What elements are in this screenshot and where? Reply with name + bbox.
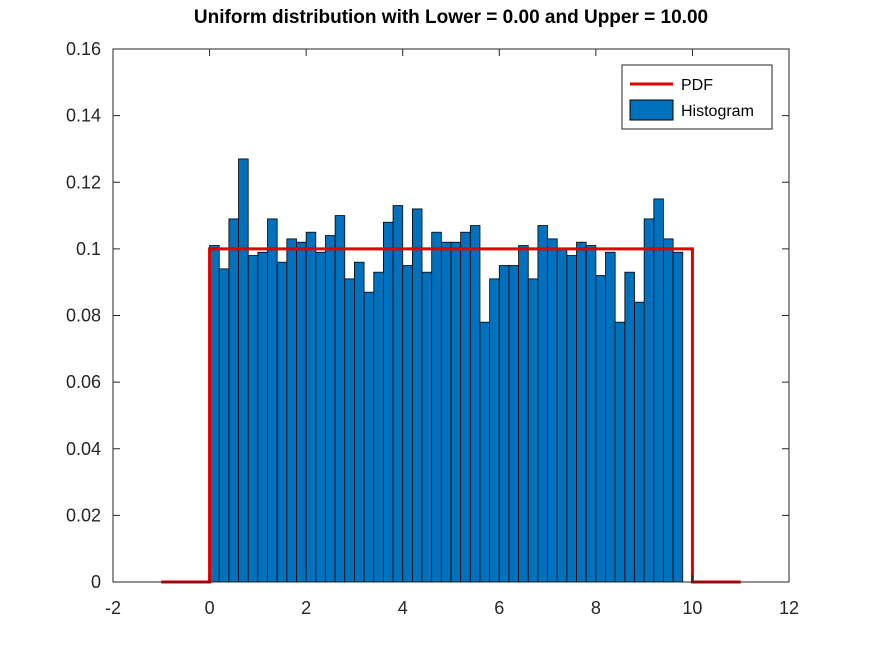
x-tick-label: 10: [682, 598, 702, 618]
histogram-bar: [634, 301, 645, 583]
y-tick-label: 0.08: [66, 306, 101, 326]
histogram-bar: [267, 218, 278, 583]
histogram-bar: [440, 241, 452, 583]
x-tick-label: 6: [494, 598, 504, 618]
histogram-bar: [498, 265, 510, 583]
x-tick-label: 12: [779, 598, 799, 618]
x-tick-label: -2: [105, 598, 121, 618]
histogram-bar: [354, 261, 365, 583]
y-tick-label: 0.16: [66, 39, 101, 59]
legend-histogram-label: Histogram: [681, 103, 754, 120]
histogram-bar: [296, 241, 307, 583]
y-tick-label: 0.06: [66, 372, 101, 392]
histogram-bar: [576, 241, 587, 583]
y-tick-label: 0.02: [66, 505, 101, 525]
histogram-bar: [527, 278, 539, 583]
histogram-bar: [228, 218, 239, 583]
histogram-bar: [315, 251, 326, 583]
histogram-bar: [276, 261, 288, 583]
histogram-bars: [209, 158, 684, 583]
x-tick-label: 2: [301, 598, 311, 618]
histogram-bar: [392, 205, 404, 583]
x-tick-label: 8: [591, 598, 601, 618]
histogram-bar: [643, 218, 655, 583]
histogram-bar: [672, 251, 684, 583]
histogram-bar: [305, 231, 317, 583]
histogram-bar: [663, 238, 674, 583]
x-tick-label: 4: [398, 598, 408, 618]
histogram-bar: [537, 225, 548, 583]
histogram-bar: [614, 321, 626, 583]
chart-title: Uniform distribution with Lower = 0.00 a…: [194, 7, 708, 28]
histogram-bar: [382, 221, 394, 583]
histogram-bar: [547, 238, 558, 583]
histogram-bar: [431, 231, 442, 583]
histogram-bar: [653, 198, 664, 583]
histogram-bar: [450, 241, 462, 583]
y-tick-label: 0.04: [66, 439, 101, 459]
histogram-bar: [325, 235, 336, 583]
histogram-bar: [518, 245, 529, 583]
histogram-bar: [469, 225, 481, 583]
histogram-bar: [508, 265, 520, 583]
y-tick-label: 0.14: [66, 106, 101, 126]
histogram-bar: [373, 271, 384, 583]
histogram-bar: [402, 265, 413, 583]
x-axis: -2 0 2 4 6 8 10 12: [105, 49, 799, 618]
legend: PDF Histogram: [621, 64, 773, 130]
histogram-bar: [286, 238, 297, 583]
histogram-bar: [489, 278, 500, 583]
histogram-bar: [257, 251, 268, 583]
histogram-bar: [411, 208, 423, 583]
histogram-bar: [479, 321, 491, 583]
histogram-bar: [595, 275, 606, 583]
legend-histogram-swatch: [629, 99, 674, 121]
histogram-bar: [363, 291, 375, 583]
histogram-bar: [344, 278, 355, 583]
histogram-bar: [556, 248, 568, 583]
y-tick-label: 0.1: [76, 239, 101, 259]
histogram-bar: [334, 215, 346, 583]
legend-pdf-label: PDF: [681, 77, 713, 94]
histogram-bar: [218, 268, 230, 583]
y-axis: 0 0.02 0.04 0.06 0.08 0.1 0.12 0.14 0.16: [66, 39, 789, 592]
histogram-bar: [460, 231, 471, 583]
y-tick-label: 0: [91, 572, 101, 592]
histogram-bar: [238, 158, 249, 583]
histogram-bar: [566, 255, 577, 583]
histogram-bar: [624, 271, 635, 583]
histogram-bar: [585, 245, 597, 583]
histogram-bar: [247, 255, 259, 583]
histogram-bar: [605, 251, 616, 583]
x-tick-label: 0: [205, 598, 215, 618]
histogram-bar: [421, 271, 433, 583]
y-tick-label: 0.12: [66, 172, 101, 192]
